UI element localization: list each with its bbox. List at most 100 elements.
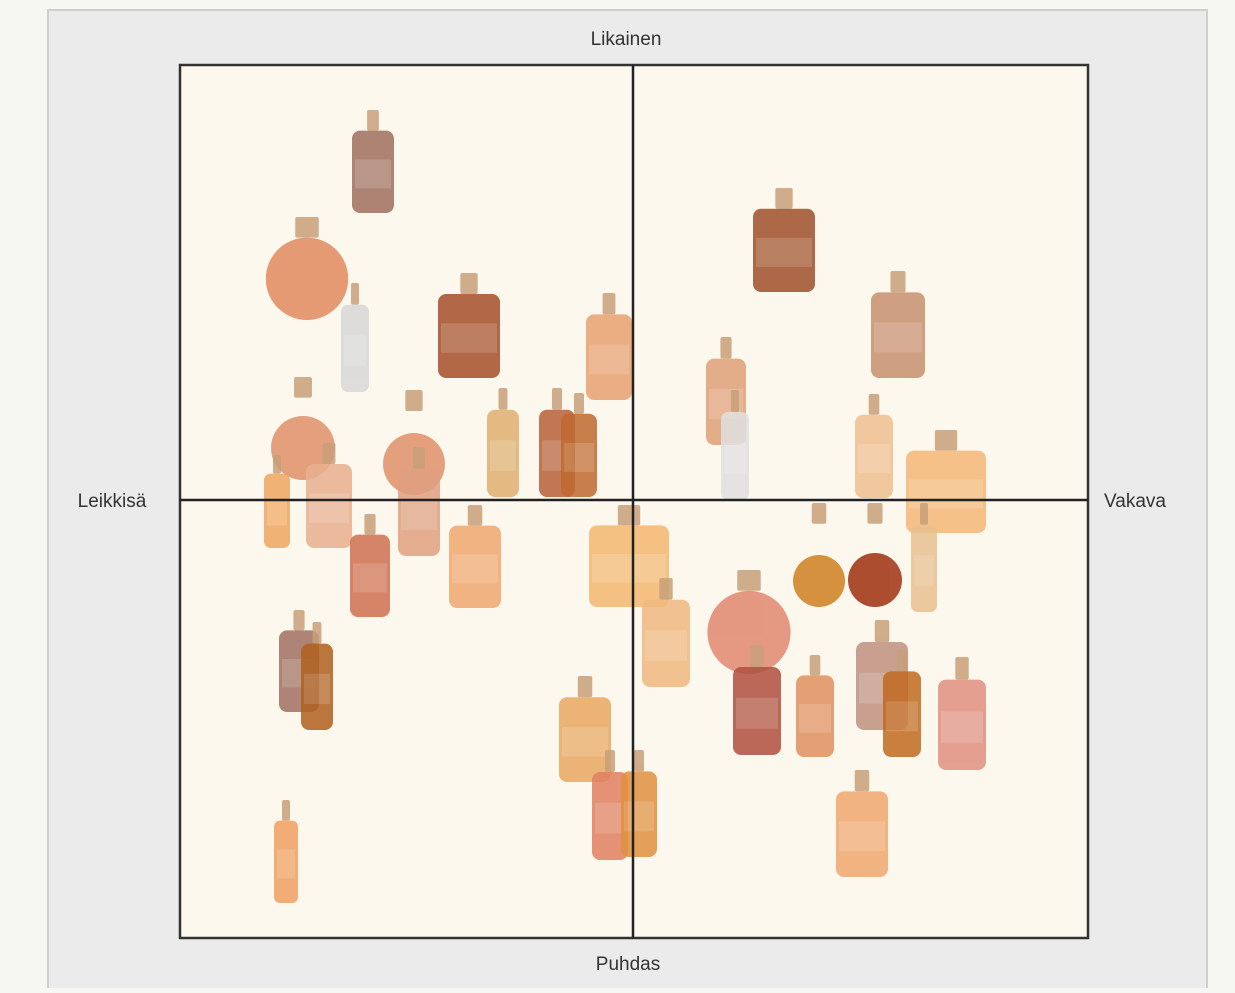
bottle-cap — [413, 447, 425, 469]
bottle — [642, 578, 690, 687]
bottle-label — [353, 563, 387, 593]
bottle-cap — [604, 750, 616, 772]
bottle — [449, 505, 501, 608]
bottle-body — [793, 555, 845, 607]
bottle-body — [438, 294, 500, 378]
bottle — [265, 217, 349, 320]
bottle-label — [909, 479, 983, 509]
bottle-label — [799, 703, 831, 733]
bottle-label — [355, 159, 391, 189]
bottle — [487, 388, 519, 497]
bottle-cap — [577, 676, 593, 698]
bottle-body — [836, 791, 888, 877]
bottle-body — [707, 590, 791, 675]
bottle-body — [265, 237, 349, 320]
bottle-cap — [405, 390, 423, 411]
bottle-cap — [293, 610, 305, 631]
bottle-label — [858, 443, 890, 474]
bottle-body — [621, 771, 657, 857]
bottle-cap — [367, 110, 379, 131]
bottle — [836, 770, 888, 877]
bottle-cap — [351, 283, 359, 305]
bottle-cap — [720, 337, 732, 359]
bottle — [274, 800, 298, 903]
bottle-cap — [602, 293, 616, 315]
bottle — [733, 645, 781, 755]
bottle-body — [487, 409, 519, 497]
bottle-label — [595, 802, 625, 834]
bottle-cap — [659, 578, 673, 600]
bottle-body — [350, 534, 390, 617]
bottle-cap — [498, 388, 508, 410]
bottle-body — [589, 525, 669, 607]
bottle-cap — [467, 505, 483, 526]
bottle-cap — [737, 570, 761, 591]
bottle-body — [883, 671, 921, 757]
bottle — [341, 283, 369, 392]
bottle-body — [586, 314, 632, 400]
bottle-cap — [573, 393, 585, 414]
bottle-cap — [294, 377, 312, 398]
bottle-cap — [322, 443, 336, 464]
bottle — [855, 394, 893, 498]
bottle — [848, 503, 902, 607]
bottle — [350, 514, 390, 617]
bottle-cap — [934, 430, 958, 451]
bottle-label — [589, 344, 629, 375]
bottle-body — [561, 413, 597, 497]
bottle — [586, 293, 632, 400]
bottle-body — [306, 464, 352, 548]
bottle-label — [886, 701, 918, 732]
bottle-label — [724, 442, 746, 474]
bottle-cap — [955, 657, 969, 680]
top-label: Likainen — [591, 29, 662, 50]
bottle-body — [301, 643, 333, 730]
bottle-body — [559, 697, 611, 782]
bottle-body — [721, 412, 749, 500]
bottle — [871, 271, 925, 378]
bottle-cap — [731, 390, 739, 412]
left-label: Leikkisä — [78, 491, 147, 512]
bottle-cap — [295, 217, 319, 238]
bottle — [938, 657, 986, 770]
bottle-cap — [460, 273, 478, 294]
bottle-label — [874, 322, 922, 353]
bottle-cap — [867, 503, 883, 524]
bottle-label — [267, 499, 287, 526]
bottle — [561, 393, 597, 497]
bottles — [264, 110, 986, 903]
bottle — [883, 650, 921, 757]
bottle-label — [645, 630, 687, 661]
bottle-cap — [896, 650, 908, 672]
bottle-label — [401, 499, 437, 530]
bottle-label — [839, 821, 885, 852]
bottle — [352, 110, 394, 213]
bottom-label: Puhdas — [596, 954, 660, 975]
bottle-label — [564, 442, 594, 473]
bottle-body — [592, 772, 628, 860]
bottle-label — [562, 726, 608, 757]
bottle-cap — [551, 388, 563, 410]
bottle — [589, 505, 669, 607]
bottle-cap — [273, 455, 281, 474]
bottle-cap — [811, 503, 827, 524]
bottle-label — [304, 673, 330, 705]
bottle-cap — [874, 620, 890, 642]
bottle — [438, 273, 500, 378]
bottle-label — [309, 493, 349, 523]
bottle-body — [274, 820, 298, 903]
bottle-body — [911, 524, 937, 612]
bottle — [621, 750, 657, 857]
bottle-label — [756, 237, 812, 268]
bottle-cap — [312, 622, 322, 644]
bottle-body — [855, 414, 893, 498]
bottle — [592, 750, 628, 860]
bottle-label — [592, 553, 666, 583]
bottle-label — [344, 335, 366, 366]
bottle-cap — [617, 505, 641, 526]
bottle — [301, 622, 333, 730]
bottle-label — [941, 711, 983, 743]
bottle-cap — [633, 750, 645, 772]
bottle-label — [452, 554, 498, 584]
bottle-body — [352, 130, 394, 213]
